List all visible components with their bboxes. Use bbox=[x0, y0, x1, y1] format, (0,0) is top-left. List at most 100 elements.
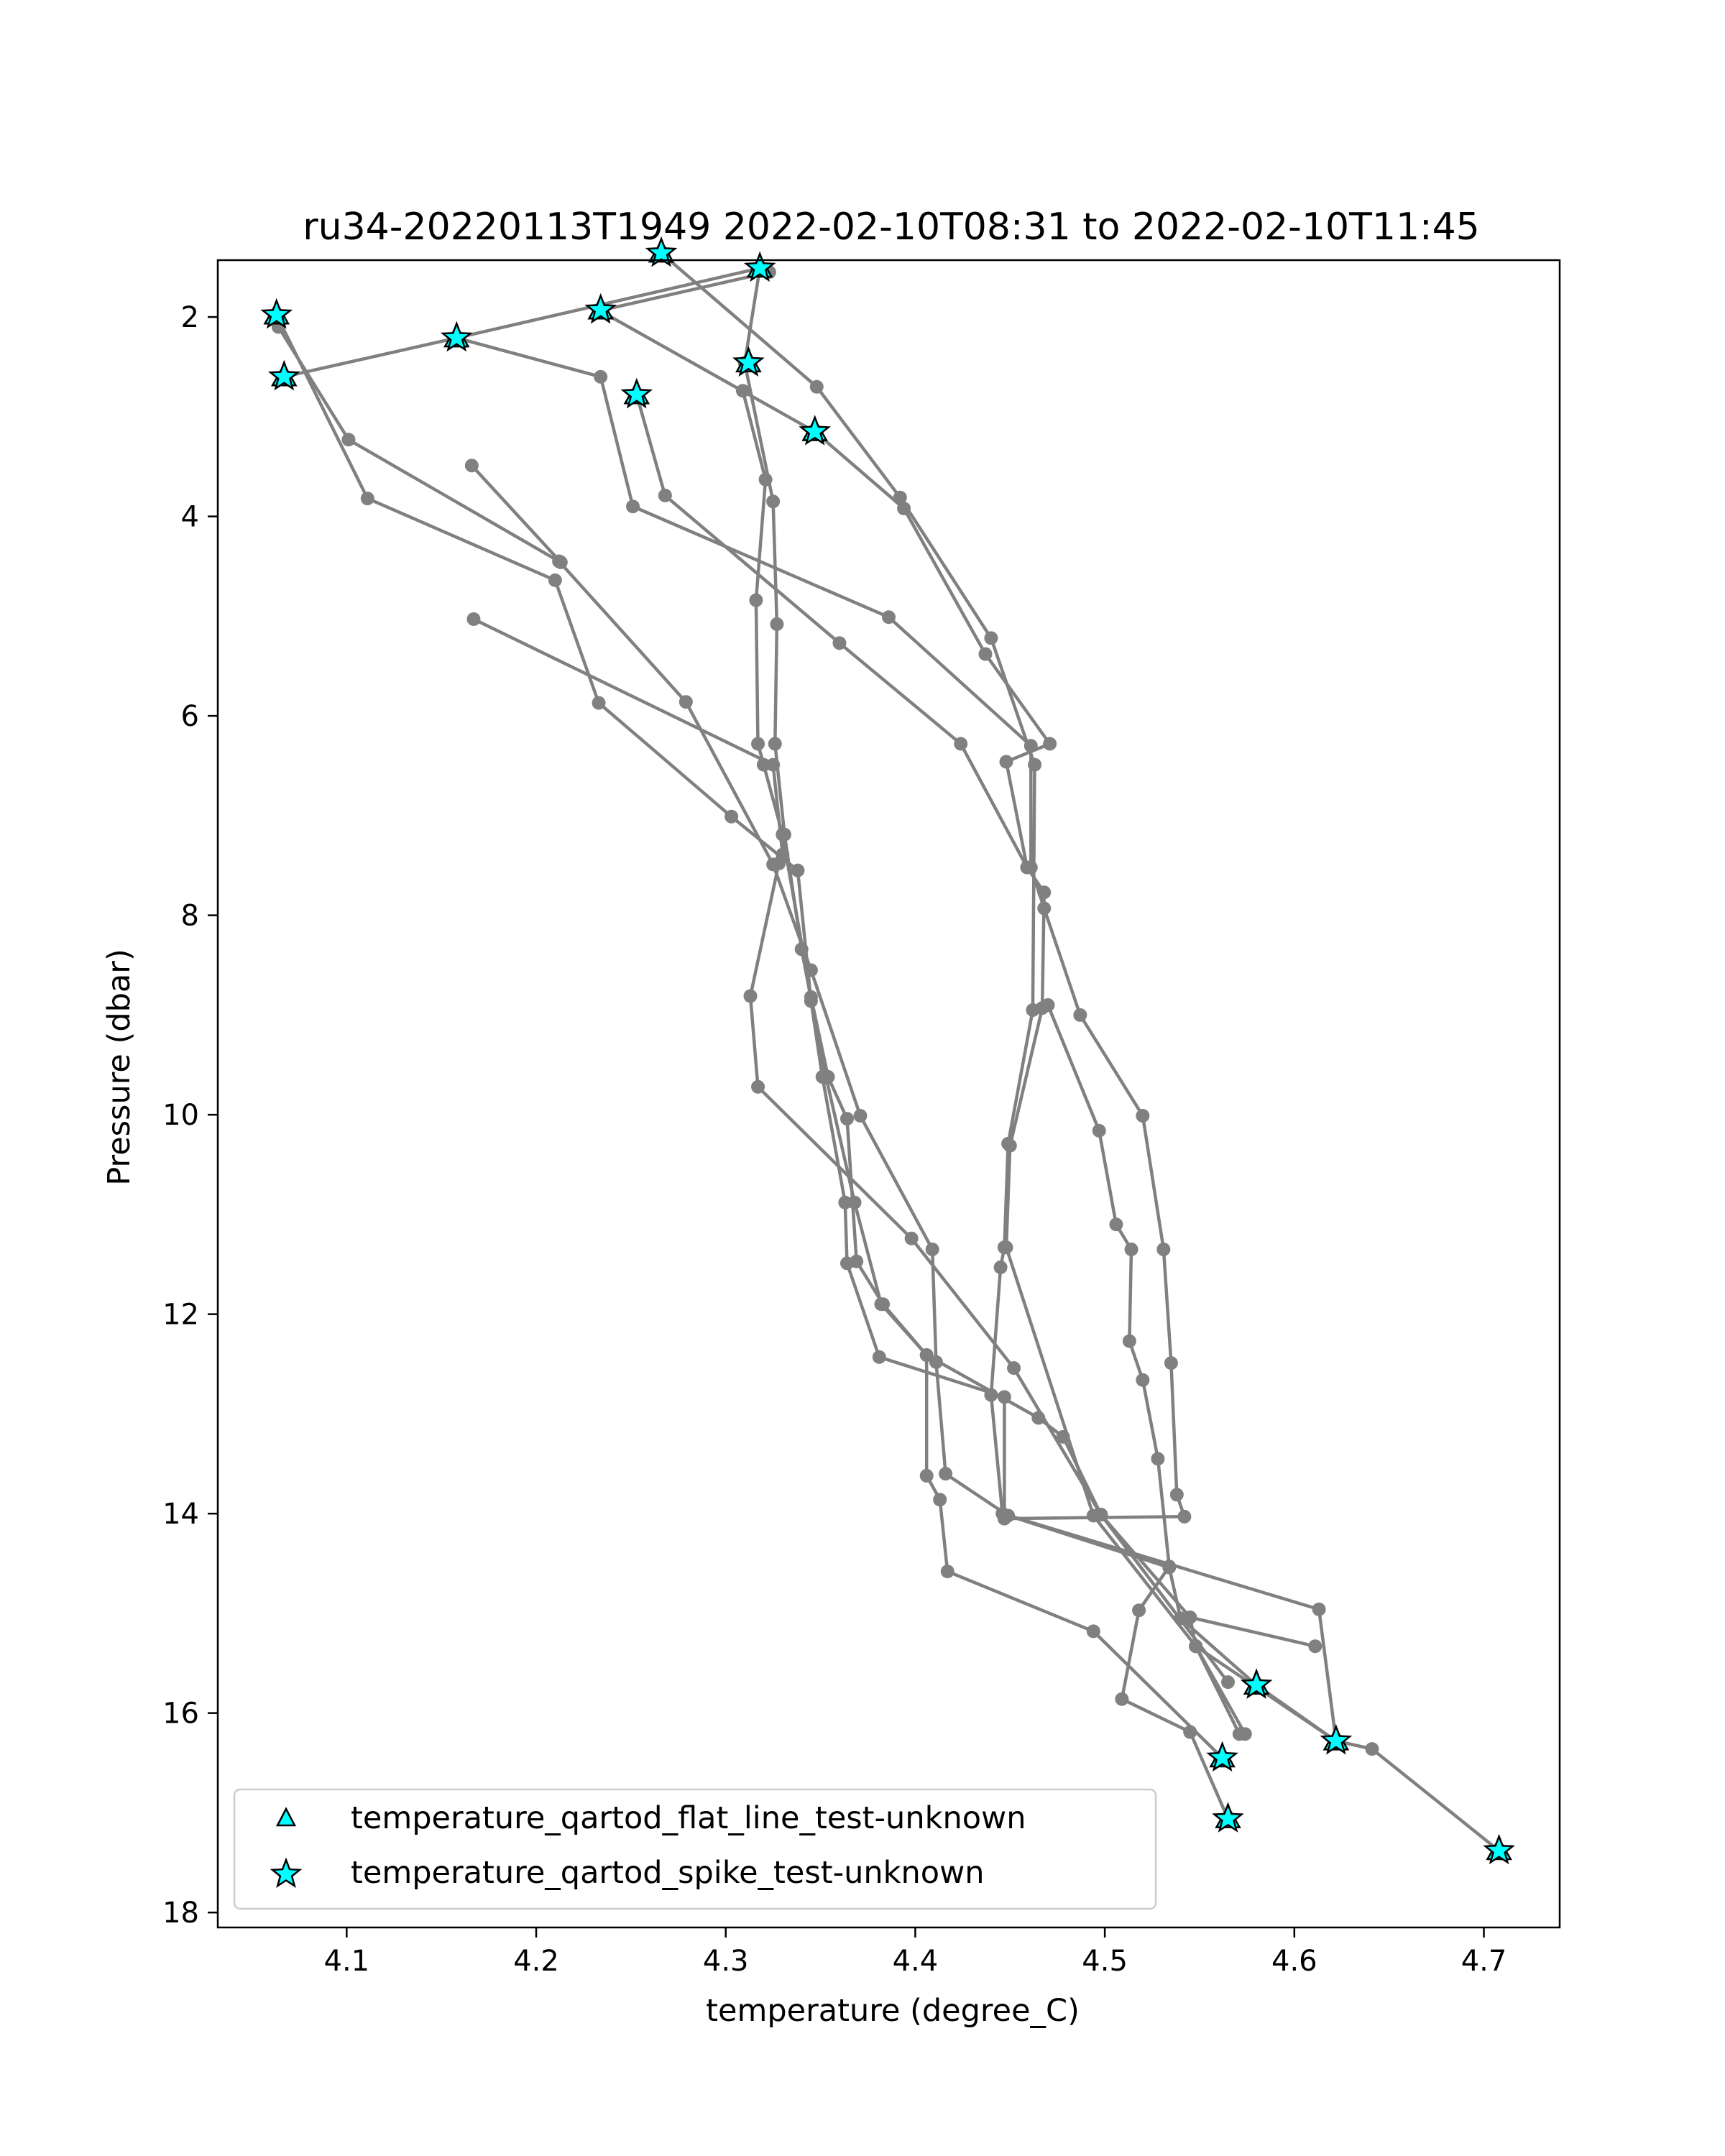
legend: temperature_qartod_flat_line_test-unknow… bbox=[233, 1788, 1157, 1910]
spike-flag-marker bbox=[620, 377, 653, 409]
spike-flag-marker bbox=[260, 298, 293, 329]
profile-point bbox=[838, 1195, 852, 1210]
profile-point bbox=[1043, 737, 1057, 751]
profile-point bbox=[553, 555, 568, 569]
profile-point bbox=[919, 1348, 934, 1363]
profile-line bbox=[1190, 1616, 1316, 1648]
profile-point bbox=[1183, 1725, 1197, 1739]
profile-point bbox=[1183, 1610, 1197, 1624]
profile-point bbox=[724, 809, 739, 824]
y-tick-label: 10 bbox=[162, 1099, 199, 1132]
profile-point bbox=[1037, 885, 1052, 900]
profile-point bbox=[768, 737, 782, 751]
profile-point bbox=[772, 856, 786, 870]
plot-frame bbox=[216, 259, 1561, 1929]
y-axis-label: Pressure (dbar) bbox=[101, 949, 137, 1185]
profile-point bbox=[939, 1467, 953, 1481]
profile-point bbox=[1031, 1411, 1046, 1425]
y-tick-label: 12 bbox=[162, 1299, 199, 1332]
profile-point bbox=[925, 1242, 939, 1256]
legend-star-shape bbox=[270, 1857, 303, 1889]
profile-point bbox=[847, 1195, 862, 1210]
profile-point bbox=[1007, 1361, 1021, 1376]
profile-point bbox=[904, 1231, 919, 1245]
profile-point bbox=[919, 1468, 934, 1483]
profile-point bbox=[1308, 1639, 1322, 1654]
x-axis: 4.1 4.2 4.3 4.4 4.5 4.6 4.7 bbox=[324, 1927, 1507, 1978]
profile-point bbox=[1365, 1742, 1379, 1756]
x-tick-label: 4.6 bbox=[1271, 1945, 1317, 1978]
profile-point bbox=[809, 379, 824, 394]
profile-point bbox=[876, 1297, 891, 1312]
profile-point bbox=[776, 827, 790, 842]
profile-point bbox=[464, 459, 479, 473]
profile-point bbox=[1124, 1242, 1138, 1256]
profile-point bbox=[840, 1112, 854, 1126]
x-tick-label: 4.2 bbox=[513, 1945, 559, 1978]
profile-point bbox=[1189, 1639, 1203, 1654]
profile-point bbox=[743, 989, 758, 1003]
x-tick-label: 4.1 bbox=[324, 1945, 370, 1978]
y-tick-label: 16 bbox=[162, 1697, 199, 1731]
profile-point bbox=[1003, 1138, 1017, 1153]
spike-flag-marker bbox=[1212, 1802, 1244, 1833]
profile-point bbox=[940, 1565, 954, 1579]
profile-point bbox=[594, 369, 608, 384]
profile-point bbox=[850, 1254, 864, 1268]
profile-point bbox=[1041, 998, 1055, 1013]
profile-point bbox=[756, 757, 770, 772]
profile-point bbox=[770, 617, 784, 631]
spike-flag-marker bbox=[799, 415, 832, 446]
profile-point bbox=[978, 647, 993, 661]
profile-point bbox=[1086, 1624, 1100, 1639]
profile-point bbox=[1092, 1123, 1106, 1138]
x-tick-label: 4.7 bbox=[1461, 1945, 1507, 1978]
spike-flag-marker bbox=[1206, 1741, 1238, 1772]
y-tick-label: 14 bbox=[162, 1498, 199, 1531]
profile-point bbox=[1221, 1675, 1236, 1690]
spike-flag-marker bbox=[1240, 1668, 1273, 1699]
profile-point bbox=[658, 488, 672, 502]
profile-point bbox=[1122, 1334, 1136, 1348]
profile-point bbox=[1109, 1217, 1123, 1232]
profile-point bbox=[1115, 1692, 1129, 1706]
profile-point bbox=[592, 696, 606, 710]
x-tick-label: 4.4 bbox=[893, 1945, 939, 1978]
profile-point bbox=[1073, 1008, 1087, 1022]
profile-point bbox=[1177, 1509, 1192, 1524]
profile-point bbox=[1238, 1727, 1252, 1741]
profile-point bbox=[1312, 1602, 1326, 1616]
profile-point bbox=[766, 494, 781, 509]
profile-point bbox=[1136, 1373, 1150, 1387]
profile-point bbox=[1169, 1488, 1184, 1502]
profile-line bbox=[1194, 1645, 1247, 1735]
profile-point bbox=[853, 1109, 868, 1123]
profile-line bbox=[602, 270, 770, 312]
legend-box bbox=[233, 1788, 1157, 1910]
legend-triangle-marker bbox=[275, 1807, 297, 1827]
profile-point bbox=[1162, 1560, 1177, 1574]
profile-point bbox=[882, 610, 896, 625]
chart-title: ru34-20220113T1949 2022-02-10T08:31 to 2… bbox=[303, 206, 1479, 249]
profile-point bbox=[1164, 1356, 1178, 1370]
profile-point bbox=[735, 384, 750, 398]
profile-point bbox=[751, 737, 765, 751]
spike-flag-marker bbox=[584, 292, 617, 324]
spike-flag-marker bbox=[440, 321, 473, 352]
y-tick-label: 8 bbox=[181, 900, 199, 933]
spike-flag-marker bbox=[743, 251, 776, 282]
profile-point bbox=[984, 631, 998, 645]
profile-point bbox=[1028, 757, 1042, 772]
profile-point bbox=[995, 1506, 1010, 1521]
spike-flag-marker bbox=[267, 359, 300, 391]
profile-point bbox=[999, 755, 1013, 769]
profile-point bbox=[832, 636, 847, 650]
profile-point bbox=[999, 1240, 1013, 1255]
profile-point bbox=[954, 737, 968, 751]
profile-line bbox=[470, 464, 562, 563]
spike-flag-marker bbox=[1320, 1723, 1353, 1755]
profile-line bbox=[741, 390, 1338, 1743]
legend-label-spike: temperature_qartod_spike_test-unknown bbox=[351, 1855, 985, 1891]
spike-flag-marker bbox=[732, 346, 765, 377]
